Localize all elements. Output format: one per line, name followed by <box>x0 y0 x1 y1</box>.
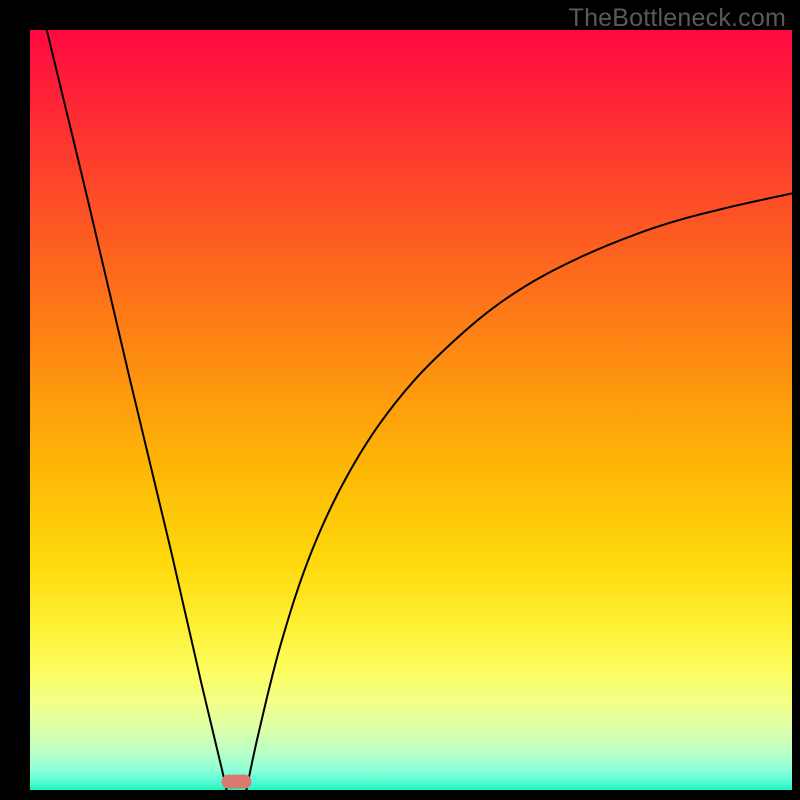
watermark-text: TheBottleneck.com <box>569 4 786 33</box>
chart-container: TheBottleneck.com <box>0 0 800 800</box>
trough-marker <box>222 775 252 789</box>
plot-area <box>30 30 792 790</box>
bottleneck-chart-svg <box>0 0 800 800</box>
